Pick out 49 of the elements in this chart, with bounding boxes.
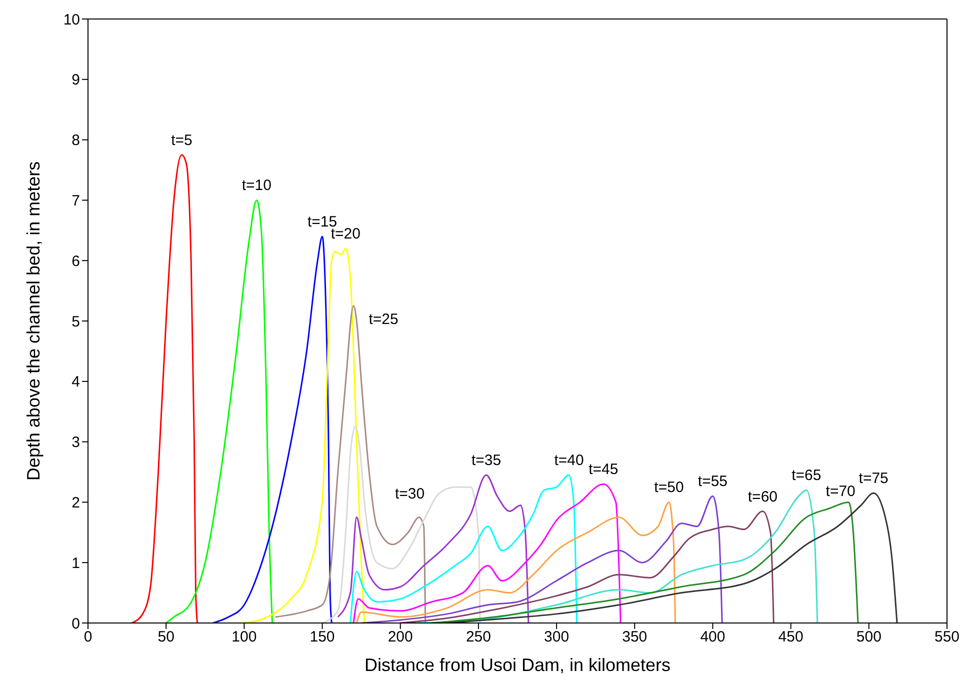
line-series xyxy=(350,474,578,623)
line-series xyxy=(274,305,426,623)
y-tick-label: 2 xyxy=(72,494,80,512)
y-tick-label: 4 xyxy=(72,374,80,391)
y-axis-title: Depth above the channel bed, in meters xyxy=(23,161,44,481)
x-tick-label: 300 xyxy=(544,628,570,646)
series-label: t=60 xyxy=(748,488,778,506)
series-label: t=50 xyxy=(654,479,684,496)
line-series xyxy=(400,510,774,623)
y-tick-label: 5 xyxy=(72,313,80,330)
y-tick-label: 8 xyxy=(72,132,80,150)
series-label: t=10 xyxy=(242,177,272,194)
line-series xyxy=(212,236,332,623)
y-tick-label: 7 xyxy=(72,192,80,210)
x-tick-label: 100 xyxy=(232,628,257,646)
y-tick-label: 0 xyxy=(72,615,80,632)
y-tick-label: 6 xyxy=(72,252,80,270)
x-tick-label: 150 xyxy=(310,628,335,646)
x-axis-title: Distance from Usoi Dam, in kilometers xyxy=(364,655,671,675)
y-tick-label: 10 xyxy=(63,11,80,28)
line-series xyxy=(337,474,530,623)
x-tick-label: 250 xyxy=(466,628,491,646)
series-label: t=45 xyxy=(588,461,618,478)
y-tick-label: 3 xyxy=(72,434,80,452)
series-label: t=75 xyxy=(858,470,888,488)
series-label: t=55 xyxy=(698,473,728,490)
x-tick-label: 450 xyxy=(778,628,804,646)
series-label: t=40 xyxy=(554,452,584,470)
series-label: t=65 xyxy=(792,467,822,484)
y-tick-label: 1 xyxy=(72,554,80,572)
line-series xyxy=(356,501,676,623)
series-label: t=5 xyxy=(171,132,192,149)
x-tick-label: 550 xyxy=(934,628,960,646)
line-series xyxy=(352,483,622,623)
series-label: t=30 xyxy=(394,485,425,502)
x-tick-label: 0 xyxy=(84,628,92,646)
y-tick-label: 9 xyxy=(72,72,80,89)
line-series xyxy=(430,501,859,623)
series-label: t=25 xyxy=(368,310,398,328)
series-label: t=35 xyxy=(471,452,502,470)
series-label: t=70 xyxy=(826,483,856,500)
x-tick-label: 50 xyxy=(158,628,174,646)
x-tick-label: 200 xyxy=(388,628,413,646)
line-series xyxy=(165,199,274,623)
x-tick-label: 500 xyxy=(856,628,882,646)
line-series xyxy=(243,248,366,623)
x-tick-label: 350 xyxy=(622,628,648,646)
line-series xyxy=(130,154,198,623)
x-tick-label: 400 xyxy=(700,628,726,646)
